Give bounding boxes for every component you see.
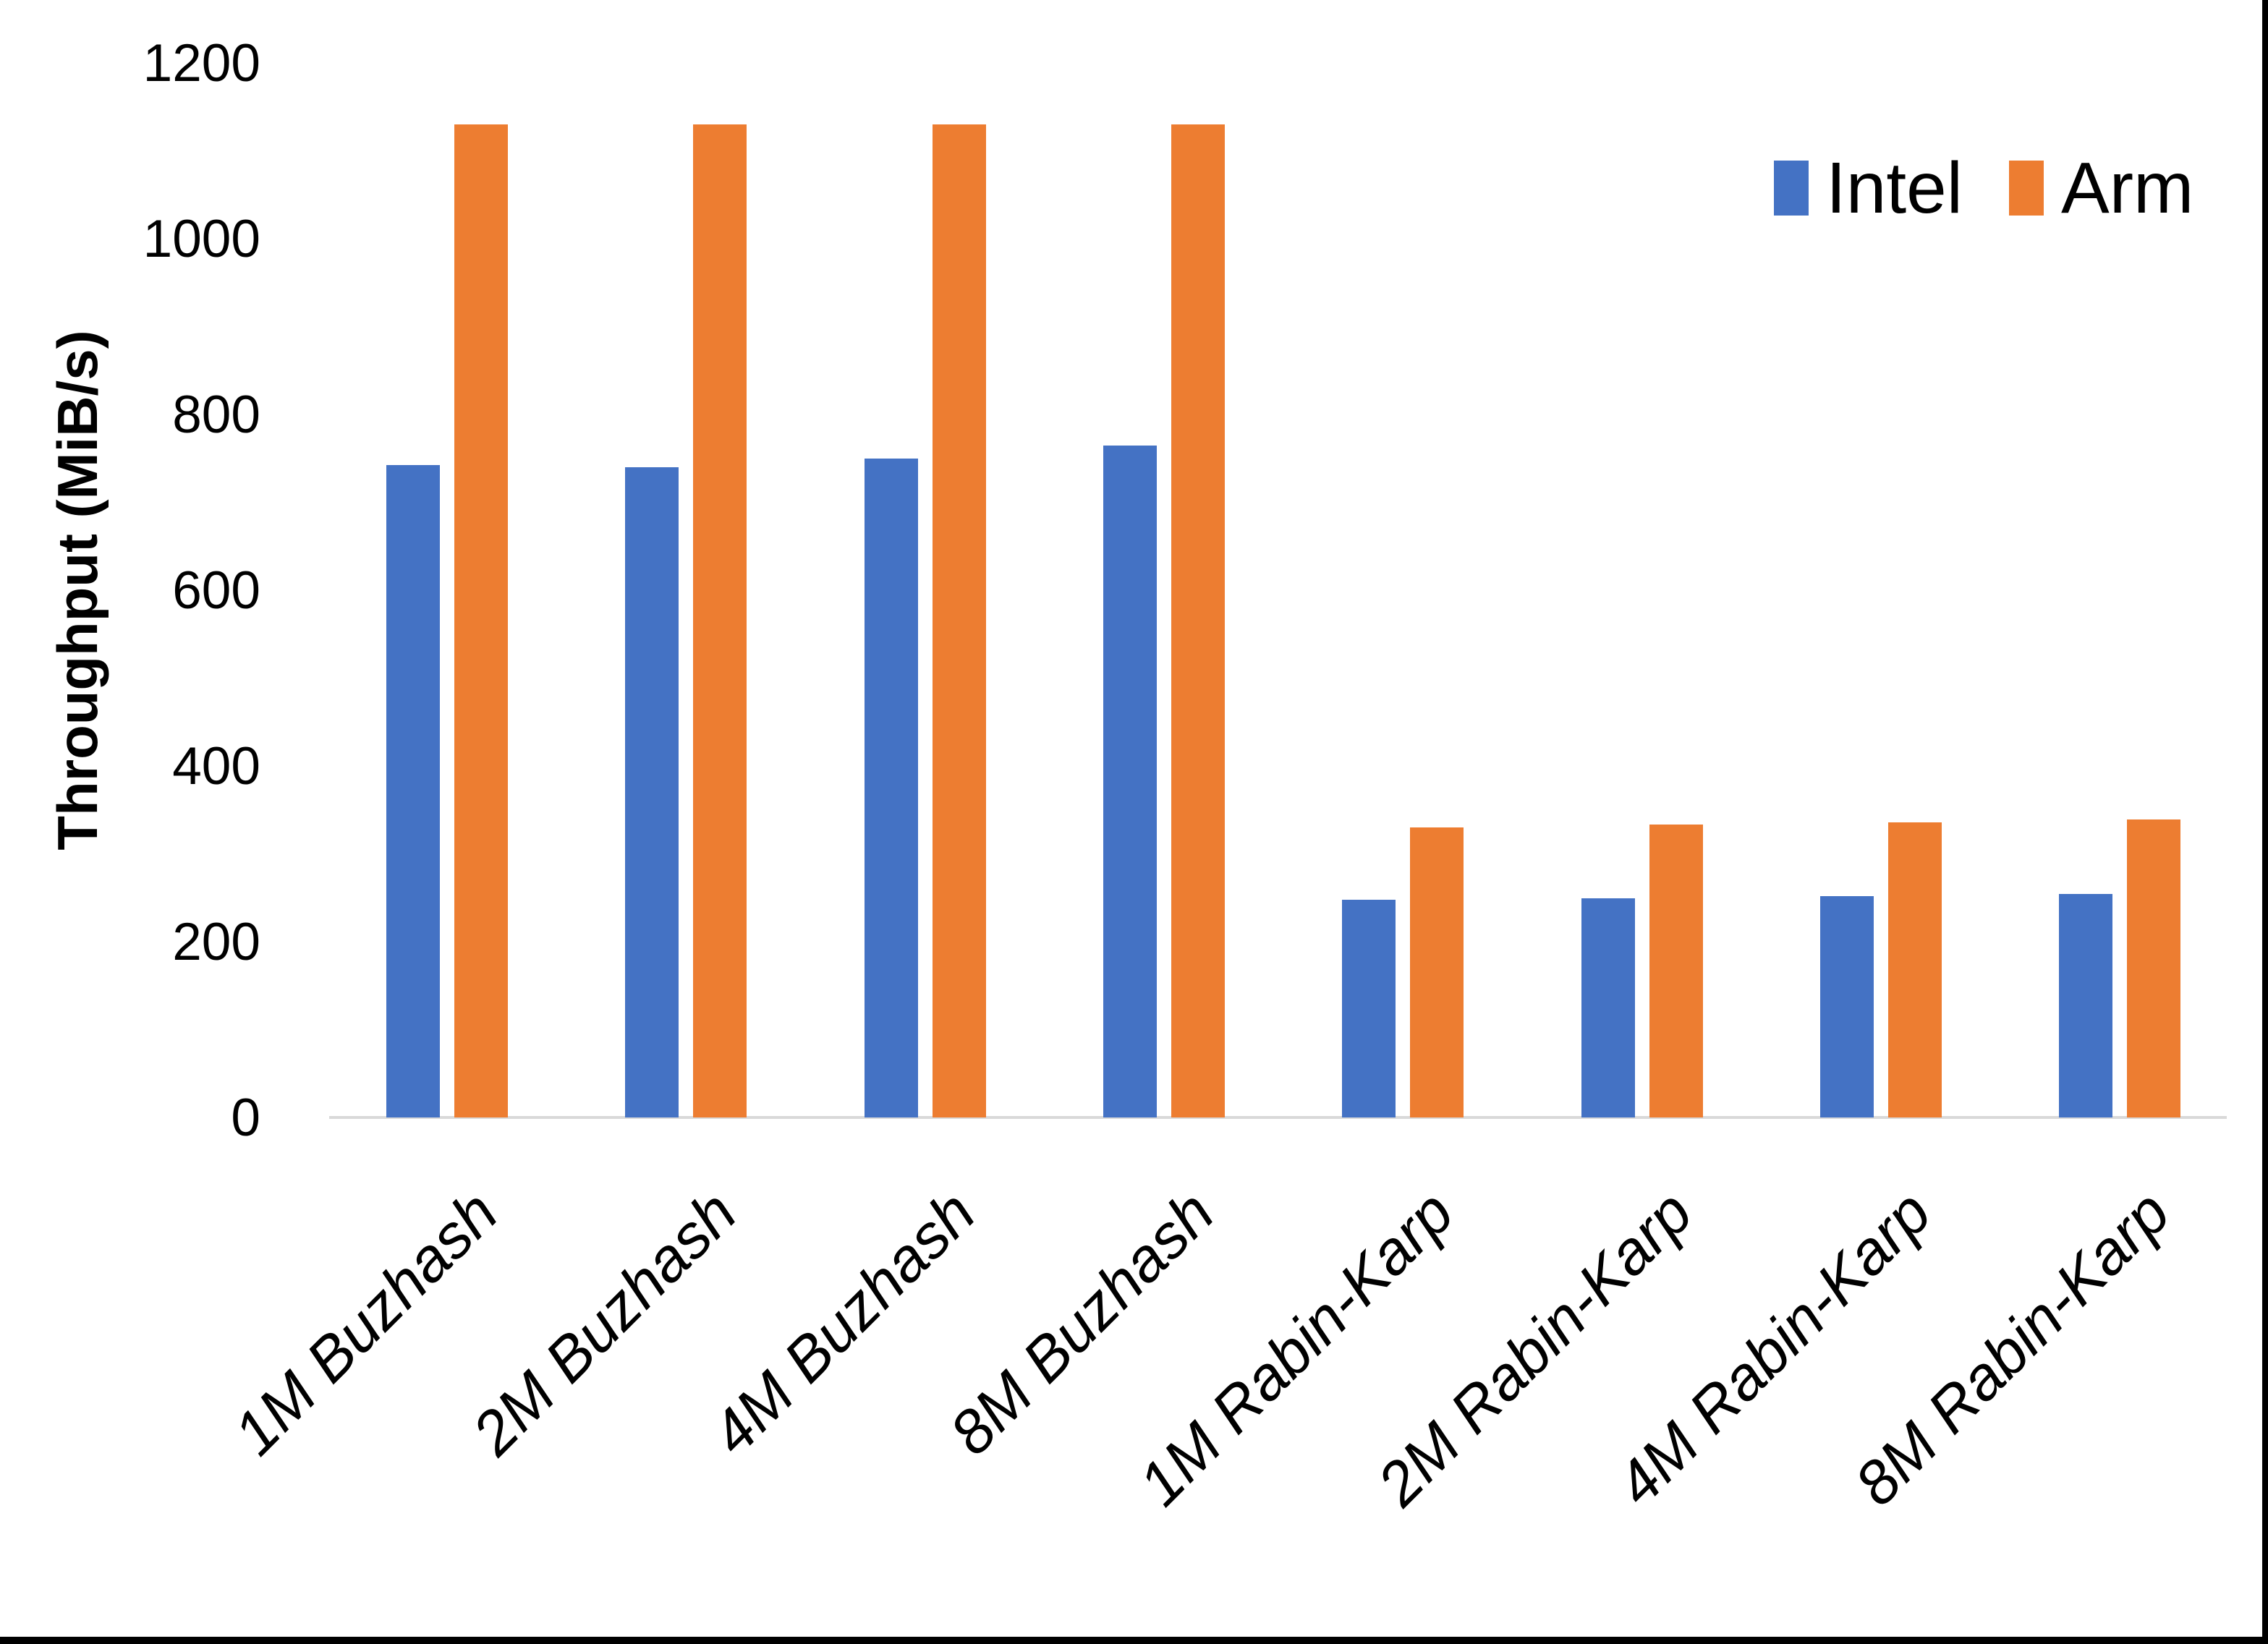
bar-intel-4m-buzhash [864, 458, 918, 1117]
legend: Intel Arm [1774, 143, 2193, 233]
bar-arm-1m-rabin-karp [1410, 827, 1464, 1117]
bar-intel-8m-rabin-karp [2059, 894, 2113, 1117]
bar-intel-2m-rabin-karp [1581, 898, 1635, 1117]
y-tick-label: 1200 [143, 33, 260, 93]
legend-swatch-arm [2009, 161, 2044, 216]
bar-arm-1m-buzhash [454, 124, 508, 1117]
page-right-border [2262, 0, 2268, 1644]
bar-intel-1m-buzhash [386, 465, 440, 1117]
y-tick-label: 1000 [143, 209, 260, 268]
bar-arm-2m-buzhash [693, 124, 747, 1117]
bar-intel-1m-rabin-karp [1342, 899, 1396, 1117]
x-axis-line [329, 1116, 2227, 1119]
page-bottom-border [0, 1637, 2268, 1644]
bar-intel-8m-buzhash [1103, 445, 1157, 1117]
bar-arm-2m-rabin-karp [1649, 825, 1703, 1117]
bar-intel-4m-rabin-karp [1819, 895, 1874, 1117]
y-tick-label: 400 [172, 736, 260, 796]
legend-label-arm: Arm [2061, 148, 2194, 229]
legend-swatch-intel [1774, 161, 1809, 216]
y-tick-label: 0 [231, 1088, 260, 1147]
bar-arm-8m-rabin-karp [2127, 819, 2181, 1117]
legend-item-intel: Intel [1774, 152, 1963, 224]
bar-intel-2m-buzhash [625, 467, 679, 1117]
bar-arm-4m-rabin-karp [1887, 822, 1942, 1117]
legend-item-arm: Arm [2009, 152, 2193, 224]
bar-arm-8m-buzhash [1171, 124, 1225, 1117]
bar-arm-4m-buzhash [932, 124, 986, 1117]
legend-label-intel: Intel [1826, 148, 1963, 229]
y-tick-label: 800 [172, 385, 260, 444]
y-tick-label: 600 [172, 561, 260, 620]
y-tick-label: 200 [172, 912, 260, 971]
